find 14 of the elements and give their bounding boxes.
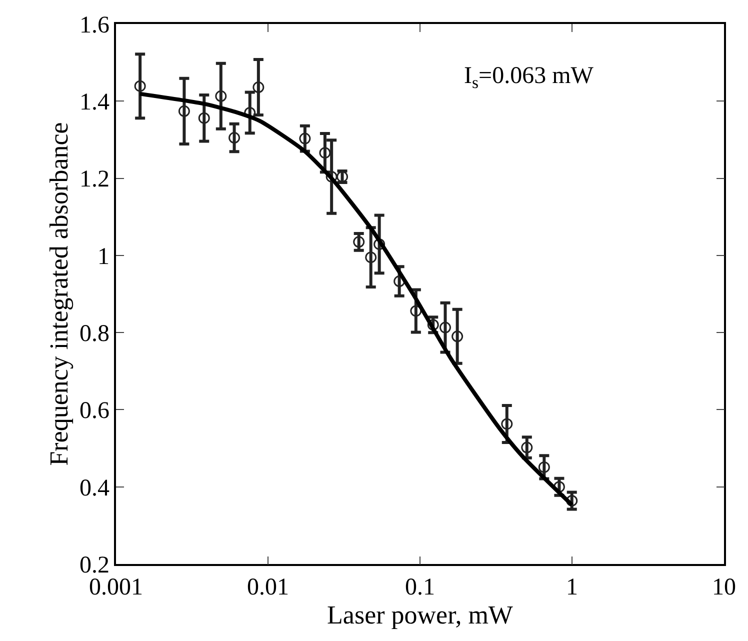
y-tick-label: 1.2 (79, 166, 110, 193)
y-tick-label: 1 (97, 244, 110, 270)
y-tick-label: 0.4 (79, 475, 110, 502)
x-axis-title: Laser power, mW (327, 600, 514, 630)
x-tick-label: 0.1 (405, 574, 435, 601)
x-tick-label: 0.01 (247, 574, 289, 601)
y-tick-label: 0.8 (79, 320, 110, 347)
x-tick-label: 10 (712, 574, 736, 601)
annotation: I$_{s}$=0.063 mW (464, 63, 594, 92)
y-axis-title: Frequency integrated absorbance (44, 122, 74, 466)
y-tick-label: 1.6 (79, 12, 110, 38)
x-tick-label: 1 (566, 574, 578, 601)
y-tick-label: 1.4 (79, 90, 110, 116)
y-tick-label: 0.6 (79, 398, 110, 424)
